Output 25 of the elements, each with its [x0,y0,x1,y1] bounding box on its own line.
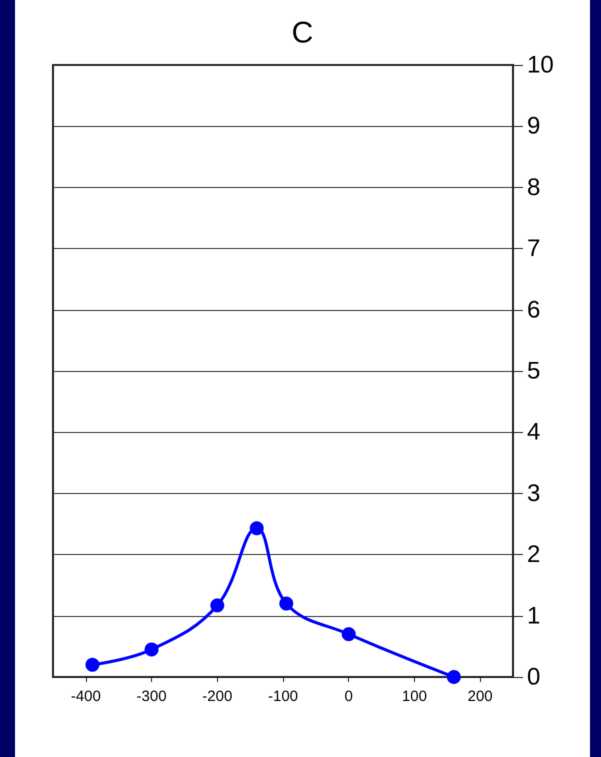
y-tick-label: 1 [527,602,540,630]
point [144,642,159,656]
x-tick-label: 100 [402,688,427,705]
x-tick-label: 0 [344,688,353,705]
point [279,596,294,611]
point [250,521,264,536]
x-tick-label: -400 [70,688,101,705]
y-tick-label: 4 [527,418,540,446]
point [446,670,461,684]
point [210,598,224,612]
x-tick-label: -300 [136,688,167,705]
y-tick-label: 10 [527,52,554,78]
y-tick-label: 5 [527,358,540,384]
y-tick-label: 9 [527,112,540,140]
x-tick-label: 200 [468,688,493,705]
y-tick-label: 3 [527,480,540,507]
x-tick-label: -200 [202,688,232,705]
y-tick-label: 8 [527,174,540,201]
point [342,627,356,642]
y-tick-label: 6 [527,296,540,324]
chart-title: C [292,16,314,50]
y-tick-label: 7 [527,235,540,262]
x-tick-label: -100 [268,688,298,705]
y-tick-label: 2 [527,541,540,568]
point [85,658,100,672]
